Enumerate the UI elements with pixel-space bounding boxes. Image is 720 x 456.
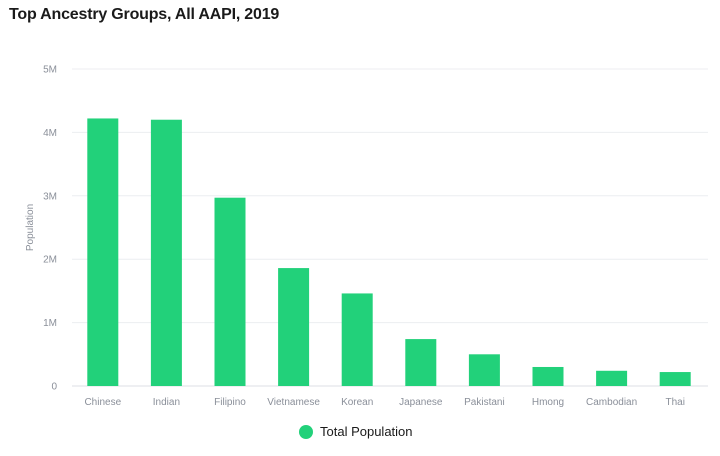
legend-swatch [299, 424, 313, 439]
chart-title: Top Ancestry Groups, All AAPI, 2019 [9, 6, 280, 23]
bar-cambodian[interactable] [596, 370, 628, 386]
bar-filipino[interactable] [214, 197, 246, 386]
bar-vietnamese[interactable] [278, 268, 310, 386]
x-tick-label: Thai [665, 397, 684, 408]
legend-label: Total Population [320, 424, 413, 439]
bar-chinese[interactable] [87, 118, 119, 387]
bar-thai[interactable] [659, 372, 691, 386]
y-tick-label: 2M [43, 255, 57, 266]
y-axis-ticks: 0 1M 2M 3M 4M 5M [43, 65, 57, 393]
x-tick-label: Chinese [84, 397, 121, 408]
y-tick-label: 3M [43, 191, 57, 202]
x-tick-label: Indian [153, 397, 180, 408]
x-tick-label: Filipino [214, 397, 246, 408]
bar-indian[interactable] [150, 119, 182, 386]
x-tick-label: Japanese [399, 397, 443, 408]
x-tick-label: Pakistani [464, 397, 505, 408]
x-tick-label: Vietnamese [267, 397, 320, 408]
bars [87, 118, 691, 387]
y-tick-label: 0 [51, 382, 57, 393]
y-tick-label: 1M [43, 318, 57, 329]
bar-korean[interactable] [341, 293, 373, 386]
y-axis-label: Population [25, 204, 36, 251]
bar-japanese[interactable] [405, 339, 437, 386]
x-tick-label: Cambodian [586, 397, 637, 408]
x-tick-label: Hmong [532, 397, 564, 408]
x-tick-label: Korean [341, 397, 373, 408]
bar-pakistani[interactable] [468, 354, 500, 386]
y-tick-label: 5M [43, 65, 57, 76]
y-tick-label: 4M [43, 128, 57, 139]
x-axis-ticks: Chinese Indian Filipino Vietnamese Korean Jap… [84, 397, 684, 408]
legend: Total Population [299, 424, 413, 439]
bar-hmong[interactable] [532, 366, 564, 386]
